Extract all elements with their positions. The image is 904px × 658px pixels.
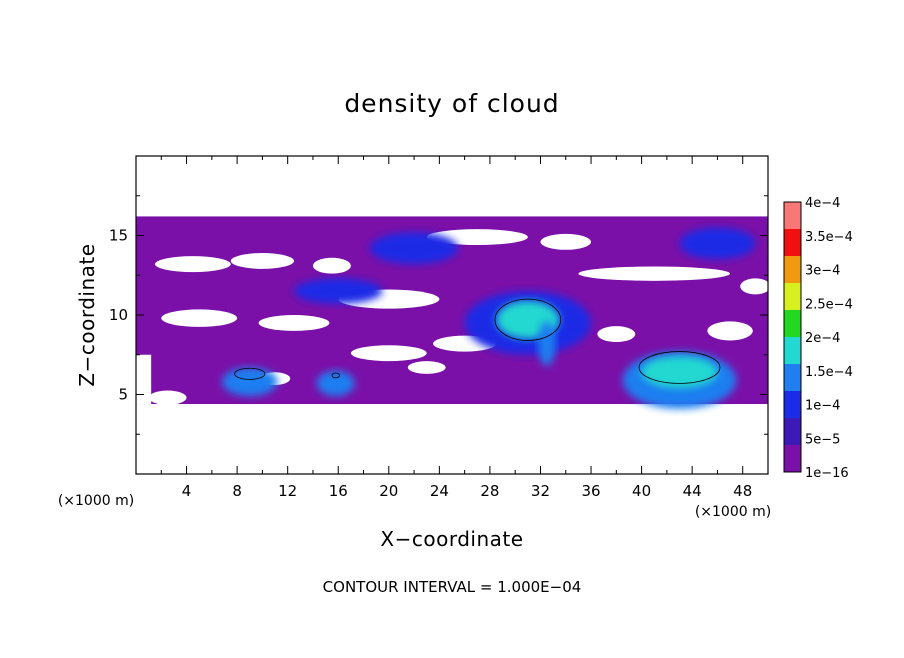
x-tick-label: 48 [733, 482, 752, 500]
x-tick-label: 40 [632, 482, 651, 500]
x-tick-label: 44 [683, 482, 702, 500]
x-tick-label: 4 [182, 482, 192, 500]
clear-gap [258, 315, 330, 331]
colorbar-segment [784, 229, 801, 256]
density-region [537, 321, 556, 366]
x-tick-label: 32 [531, 482, 550, 500]
y-tick-label: 5 [118, 386, 128, 404]
colorbar-segment [784, 202, 801, 229]
clear-gap [148, 390, 187, 405]
clear-gap [154, 256, 231, 273]
colorbar-label: 1.5e−4 [805, 365, 853, 380]
y-axis-title: Z−coordinate [75, 243, 99, 386]
contour-line [331, 372, 340, 379]
colorbar-segment [784, 337, 801, 364]
density-region [221, 367, 278, 397]
contour-line [638, 351, 721, 384]
y-tick-label: 10 [109, 306, 128, 324]
colorbar-label: 4e−4 [805, 196, 840, 211]
colorbar-segment [784, 418, 801, 445]
clear-gap [578, 266, 731, 281]
x-tick-label: 20 [379, 482, 398, 500]
x-axis-title: X−coordinate [380, 527, 523, 551]
colorbar-label: 1e−16 [805, 466, 849, 481]
clear-gap [350, 345, 427, 362]
x-tick-label: 36 [581, 482, 600, 500]
x-tick-label: 16 [329, 482, 348, 500]
clear-gap [161, 309, 238, 327]
density-region [679, 227, 756, 260]
x-axis-unit: (×1000 m) [695, 504, 771, 520]
y-axis-unit: (×1000 m) [58, 493, 134, 509]
colorbar-segment [784, 445, 801, 472]
colorbar: 1e−16 5e−5 1e−4 1.5e−4 2e−4 2.5e−4 3e−4 3.5e−4 4… [783, 196, 853, 481]
colorbar-segment [784, 364, 801, 391]
clear-gap [136, 354, 152, 405]
x-tick-label: 12 [278, 482, 297, 500]
density-region [294, 278, 383, 304]
chart-title: density of cloud [344, 89, 559, 118]
clear-gap [740, 278, 768, 295]
contour-line [494, 298, 562, 341]
density-region [369, 232, 459, 265]
y-tick-label: 15 [109, 227, 128, 245]
colorbar-segment [784, 256, 801, 283]
colorbar-label: 5e−5 [805, 432, 840, 447]
colorbar-label: 2.5e−4 [805, 297, 853, 312]
x-tick-label: 24 [430, 482, 449, 500]
colorbar-label: 3e−4 [805, 264, 840, 279]
x-tick-label: 28 [480, 482, 499, 500]
contour-line [234, 367, 266, 380]
colorbar-segment [784, 391, 801, 418]
clear-gap [407, 361, 446, 374]
clear-gap [540, 233, 592, 250]
clear-gap [707, 321, 753, 341]
clear-gap [597, 326, 636, 343]
colorbar-label: 2e−4 [805, 331, 840, 346]
clear-gap [312, 257, 351, 274]
colorbar-segment [784, 283, 801, 310]
density-region [641, 356, 718, 389]
density-region [316, 370, 355, 397]
cloud-field [136, 216, 768, 409]
colorbar-frame [783, 201, 802, 473]
x-tick-label: 8 [232, 482, 242, 500]
colorbar-segment [784, 310, 801, 337]
colorbar-label: 1e−4 [805, 399, 840, 414]
contour-interval-note: CONTOUR INTERVAL = 1.000E−04 [323, 578, 582, 596]
colorbar-label: 3.5e−4 [805, 230, 853, 245]
clear-gap [230, 252, 294, 269]
